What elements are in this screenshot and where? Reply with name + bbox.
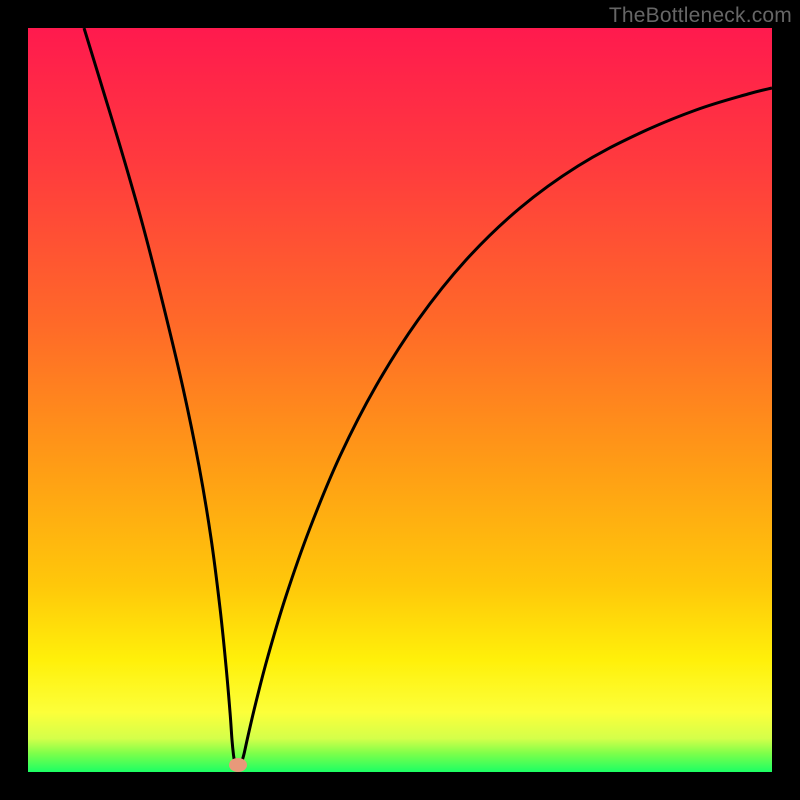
- curve-right-branch: [242, 88, 772, 761]
- curve-layer: [28, 28, 772, 772]
- minimum-marker: [229, 758, 247, 772]
- curve-left-branch: [84, 28, 235, 761]
- watermark-text: TheBottleneck.com: [609, 4, 792, 28]
- chart-plot-area: [28, 28, 772, 772]
